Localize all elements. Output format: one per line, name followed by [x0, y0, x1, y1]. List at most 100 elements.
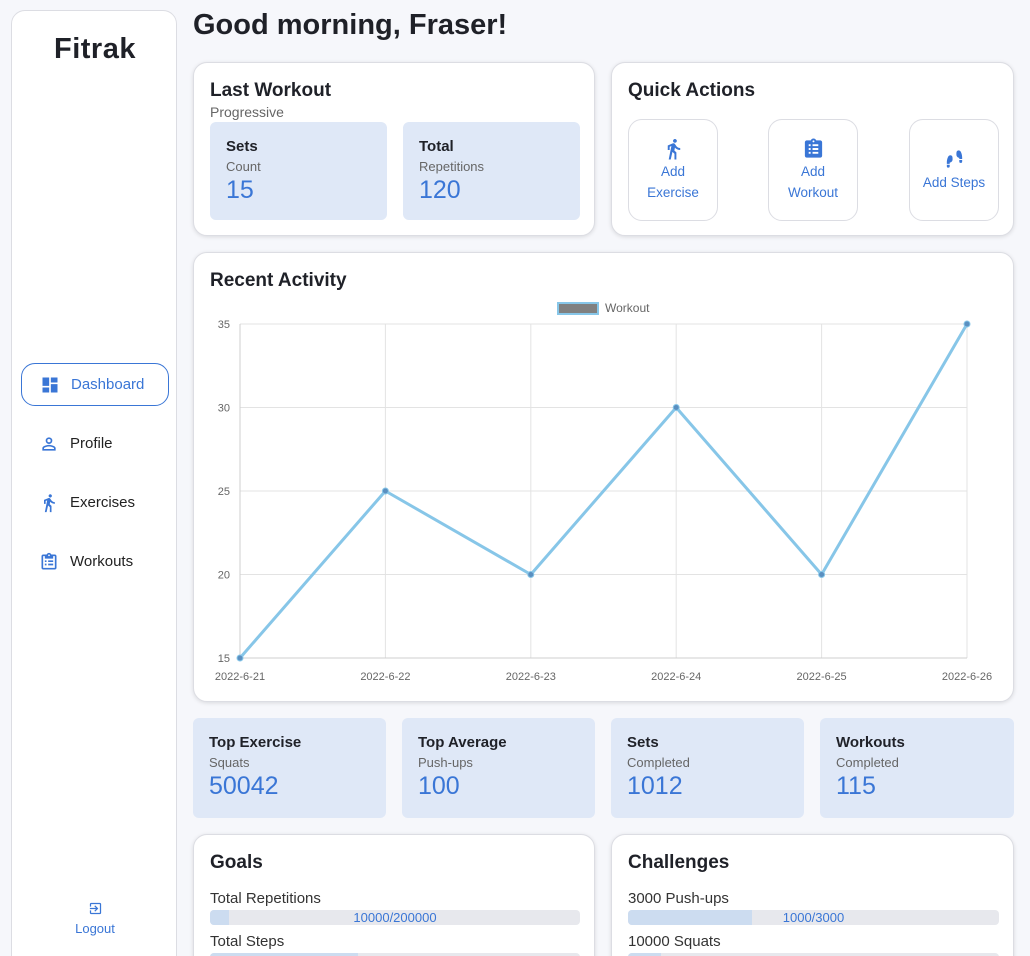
- stat-title: Top Average: [418, 734, 507, 751]
- sidebar-item-workouts[interactable]: Workouts: [21, 540, 169, 583]
- action-label-line2: Exercise: [647, 185, 699, 200]
- challenge-label: 10000 Squats: [628, 933, 721, 950]
- data-point: [818, 571, 826, 578]
- sidebar-item-label: Workouts: [70, 553, 134, 570]
- stat-title: Total: [419, 138, 454, 155]
- sidebar-item-label: Exercises: [70, 494, 136, 511]
- challenge-progress-bar: 1000/3000: [628, 910, 999, 925]
- stat-card-workouts-completed: Workouts Completed 115: [820, 718, 1014, 818]
- sidebar-item-dashboard[interactable]: Dashboard: [21, 363, 169, 406]
- data-point: [527, 571, 535, 578]
- data-point: [672, 404, 680, 411]
- y-tick-label: 30: [218, 403, 230, 415]
- footsteps-icon: [946, 149, 962, 168]
- y-tick-label: 15: [218, 653, 230, 665]
- stat-card-sets: Sets Count 15: [210, 122, 387, 220]
- action-label-line2: Workout: [787, 185, 839, 200]
- series-line-workout: [238, 323, 969, 659]
- brand-logo[interactable]: Fitrak: [54, 33, 136, 65]
- progress-text: 10000/200000: [353, 910, 437, 925]
- legend-swatch: [557, 301, 599, 315]
- goal-progress-bar: 10000/200000: [210, 910, 580, 925]
- x-tick-label: 2022-6-23: [506, 671, 556, 683]
- x-tick-label: 2022-6-25: [797, 671, 847, 683]
- add-workout-button[interactable]: Add Workout: [768, 119, 858, 221]
- add-exercise-button[interactable]: Add Exercise: [628, 119, 718, 221]
- dashboard-icon: [42, 377, 58, 392]
- goals-card: Goals Total Repetitions 10000/200000 Tot…: [193, 834, 595, 956]
- person-icon: [42, 436, 56, 451]
- action-label-line1: Add: [800, 164, 826, 179]
- stat-title: Sets: [627, 734, 659, 751]
- data-point: [381, 487, 389, 495]
- recent-activity-card: Recent Activity Workout 15 20 25 30 35 2022-6…: [193, 252, 1014, 702]
- sidebar: Fitrak Dashboard Profile Exercises Worko…: [11, 10, 177, 956]
- clipboard-icon: [804, 138, 822, 158]
- stat-title: Top Exercise: [209, 734, 302, 751]
- card-title: Challenges: [628, 852, 730, 873]
- x-tick-label: 2022-6-26: [942, 671, 992, 683]
- progress-fill: [210, 910, 229, 925]
- quick-actions-card: Quick Actions Add Exercise Add Workout A…: [611, 62, 1014, 236]
- progress-text: 1000/3000: [782, 910, 845, 925]
- card-title: Last Workout: [210, 80, 332, 101]
- progress-fill: [210, 953, 358, 956]
- sidebar-item-profile[interactable]: Profile: [21, 422, 169, 465]
- x-tick-label: 2022-6-21: [215, 671, 265, 683]
- stat-subtitle: Repetitions: [419, 159, 485, 174]
- action-label-line1: Add Steps: [922, 174, 986, 190]
- logout-label: Logout: [75, 921, 115, 936]
- stat-value: 100: [418, 772, 460, 800]
- action-label-line1: Add: [660, 164, 686, 179]
- stat-subtitle: Completed: [836, 755, 899, 770]
- stat-subtitle: Completed: [627, 755, 690, 770]
- y-tick-label: 35: [218, 319, 230, 331]
- stat-value: 50042: [209, 772, 279, 800]
- running-icon: [44, 493, 55, 512]
- stat-subtitle: Push-ups: [418, 755, 473, 770]
- activity-line-chart: 15 20 25 30 35 2022-6-21 2022-6-22 2022-6-23 202…: [215, 319, 992, 683]
- card-title: Quick Actions: [628, 80, 756, 101]
- clipboard-icon: [41, 552, 57, 569]
- stat-subtitle: Squats: [209, 755, 250, 770]
- last-workout-card: Last Workout Progressive Sets Count 15 T…: [193, 62, 595, 236]
- stat-subtitle: Count: [226, 159, 261, 174]
- logout-button[interactable]: Logout: [12, 901, 178, 936]
- stat-value: 120: [419, 176, 461, 204]
- y-tick-label: 25: [218, 486, 230, 498]
- sidebar-item-label: Dashboard: [71, 376, 145, 393]
- stat-title: Workouts: [836, 734, 905, 751]
- stat-card-top-exercise: Top Exercise Squats 50042: [193, 718, 386, 818]
- y-tick-label: 20: [218, 570, 230, 582]
- stat-card-top-average: Top Average Push-ups 100: [402, 718, 595, 818]
- stat-value: 1012: [627, 772, 683, 800]
- data-point: [963, 320, 971, 328]
- challenge-progress-bar: [628, 953, 999, 956]
- stat-card-sets-completed: Sets Completed 1012: [611, 718, 804, 818]
- card-subtitle: Progressive: [210, 104, 284, 120]
- logout-icon: [89, 902, 101, 915]
- stat-value: 115: [836, 772, 876, 800]
- card-title: Goals: [210, 852, 263, 873]
- running-icon: [667, 138, 680, 160]
- goal-progress-bar: [210, 953, 580, 956]
- stat-value: 15: [226, 176, 254, 204]
- x-tick-label: 2022-6-24: [651, 671, 701, 683]
- progress-fill: [628, 953, 662, 956]
- x-tick-label: 2022-6-22: [360, 671, 410, 683]
- sidebar-item-label: Profile: [70, 435, 113, 452]
- challenges-card: Challenges 3000 Push-ups 1000/3000 10000…: [611, 834, 1014, 956]
- page-title: Good morning, Fraser!: [193, 9, 508, 41]
- add-steps-button[interactable]: Add Steps: [909, 119, 999, 221]
- challenge-label: 3000 Push-ups: [628, 890, 729, 907]
- card-title: Recent Activity: [210, 270, 347, 291]
- goal-label: Total Steps: [210, 933, 285, 950]
- stat-card-total: Total Repetitions 120: [403, 122, 580, 220]
- sidebar-item-exercises[interactable]: Exercises: [21, 481, 169, 524]
- progress-fill: [628, 910, 752, 925]
- goal-label: Total Repetitions: [210, 890, 321, 907]
- stat-title: Sets: [226, 138, 258, 155]
- chart-legend[interactable]: Workout: [557, 301, 649, 315]
- data-point: [236, 654, 244, 662]
- legend-label: Workout: [605, 301, 650, 315]
